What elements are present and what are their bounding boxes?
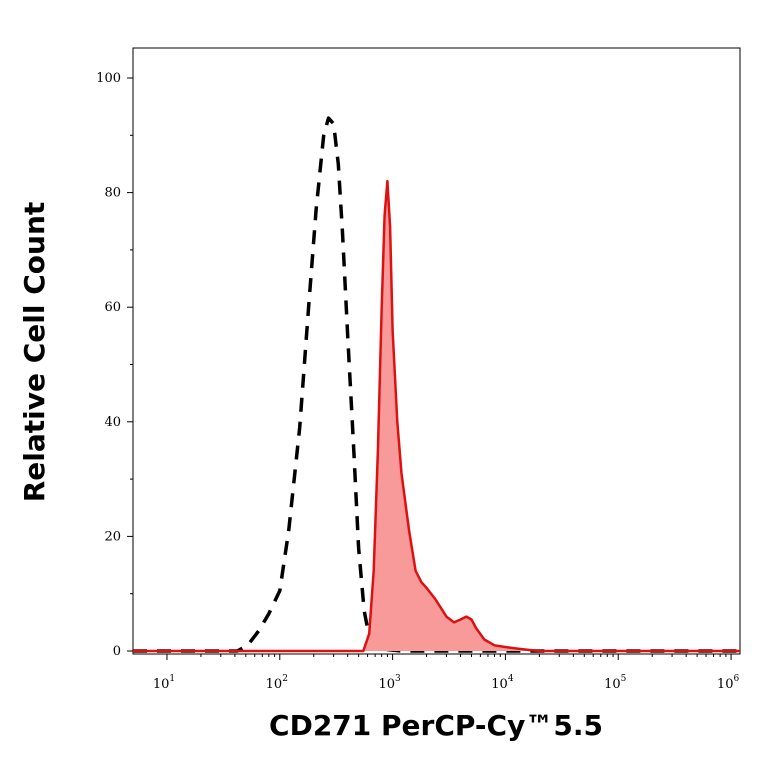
plot-frame: [132, 47, 741, 655]
x-tick-label: 106: [717, 674, 740, 692]
stained-sample-fill: [133, 181, 740, 651]
y-tick-label: 60: [104, 300, 121, 315]
x-tick-label: 105: [604, 674, 627, 692]
control-sample-line: [133, 116, 740, 653]
plot-area: [132, 47, 741, 655]
x-axis-title: CD271 PerCP-Cy™5.5: [269, 709, 603, 742]
y-tick-label: 100: [96, 71, 121, 86]
y-tick-label: 80: [104, 186, 121, 201]
y-axis-title: Relative Cell Count: [18, 202, 51, 503]
x-tick-label: 102: [266, 674, 288, 692]
y-axis: 0 20 40 60 80 100: [96, 71, 133, 659]
stained-sample-line: [133, 179, 740, 653]
y-tick-label: 20: [104, 529, 121, 544]
x-axis: 101 102 103 104 105 106: [153, 654, 740, 692]
y-tick-label: 40: [104, 415, 121, 430]
x-tick-label: 104: [491, 674, 514, 692]
x-tick-label: 103: [378, 674, 401, 692]
y-tick-label: 0: [113, 644, 121, 659]
x-tick-label: 101: [153, 674, 175, 692]
